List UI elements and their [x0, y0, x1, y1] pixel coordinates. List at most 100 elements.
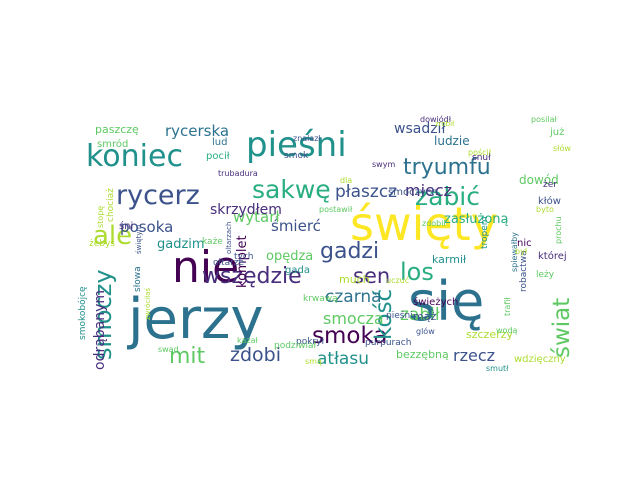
word-snul: snuł	[472, 153, 491, 163]
word-znalazl: znalazł	[293, 134, 321, 143]
word-byl: był	[515, 247, 528, 256]
word-piesni: pieśni	[246, 125, 347, 165]
word-komplet: komplet	[235, 235, 250, 288]
word-zdobil: zdobił	[422, 219, 446, 228]
word-slowa: słowa	[133, 266, 143, 292]
word-trafil: trafił	[503, 297, 512, 316]
word-gadzim: gadzim	[157, 237, 205, 252]
word-wsadzil: wsadził	[394, 121, 445, 137]
word-ale: ale	[93, 221, 132, 251]
word-ktorej: której	[538, 250, 567, 262]
word-los: los	[400, 258, 434, 286]
word-smok: smok	[284, 151, 309, 161]
word-rycerz: rycerz	[116, 180, 200, 211]
word-jerzy: jerzy	[126, 287, 264, 352]
word-zrobil: zrobił	[435, 120, 454, 128]
word-postawil: postawił	[319, 205, 353, 214]
word-wszedzie: wszędzie	[202, 264, 302, 289]
word-smutl: smutł	[486, 364, 509, 373]
word-kosc: kość	[371, 289, 397, 340]
word-spiewalby: spiewałby	[510, 232, 519, 272]
word-posoka: posoka	[120, 218, 173, 236]
word-zasluzona: zasłużoną	[444, 212, 509, 227]
word-mit: mit	[169, 344, 206, 369]
word-wdzieczny: wdzięczny	[514, 354, 566, 365]
word-plaszcz: płaszcz	[335, 182, 397, 202]
word-poscil: pościł	[468, 147, 492, 157]
word-piesni: pieśni	[386, 310, 413, 321]
word-uczuc: uczuć	[386, 275, 409, 285]
word-podziwial: podziwiał	[274, 341, 317, 351]
word-bezzebna: bezzębną	[396, 348, 449, 361]
word-sma: smą	[305, 357, 322, 366]
word-ludzie: ludzie	[434, 134, 470, 148]
word-purpurach: purpurach	[365, 338, 411, 348]
word-zwrocilas: zwróciłaś	[144, 288, 152, 320]
word-koniec: koniec	[86, 139, 183, 174]
word-dla: dla	[340, 176, 352, 185]
word-juz: już	[549, 127, 564, 138]
word-chociaz: chociaż	[106, 188, 116, 222]
word-swiat: świat	[549, 298, 575, 358]
word-sen: sen	[353, 264, 390, 288]
word-pocil: pocił	[206, 151, 230, 162]
word-lezy: leży	[536, 270, 555, 280]
word-zabil: zabił	[400, 305, 440, 325]
word-zebys: żebyś	[89, 238, 115, 249]
word-krwawa: krwawą	[303, 294, 338, 304]
word-dowod: dowód	[519, 173, 559, 187]
word-lud: lud	[212, 137, 227, 148]
word-zabic: zabić	[415, 182, 480, 211]
word-oltarzach: oltarzach	[225, 222, 233, 254]
word-swietym: świętym	[135, 224, 143, 254]
word-smoczy: smoczy	[89, 269, 117, 360]
word-wytarl: wytarł	[233, 208, 280, 226]
word-swiezych: świeżych	[413, 296, 458, 308]
word-kazal: kazał	[237, 336, 258, 345]
word-gada: gada	[285, 265, 310, 276]
word-gadzi: gadzi	[320, 239, 379, 264]
word-sni: śni	[119, 220, 133, 232]
word-tryumfu: tryumfu	[403, 155, 491, 180]
word-atlasu: atłasu	[317, 349, 369, 369]
word-trubadura: trubadura	[218, 169, 258, 178]
word-skrzydlem: skrzydłem	[210, 202, 282, 218]
word-tropem: tropem	[480, 216, 490, 249]
word-swym: swym	[372, 160, 395, 169]
word-stope: stopę	[96, 206, 105, 228]
word-odrabanym: odrąbanym	[92, 290, 108, 370]
word-smoczych: smoczych	[388, 187, 438, 198]
word-nie: nie	[172, 242, 239, 293]
word-rycerska: rycerska	[165, 122, 229, 140]
word-woda: wodą	[496, 326, 518, 335]
word-maz: mąż	[413, 310, 436, 323]
word-prochu: prochu	[554, 216, 563, 244]
word-smierc: śmierć	[271, 217, 321, 235]
word-kaze: każe	[202, 237, 223, 247]
word-karmil: karmił	[432, 253, 467, 266]
word-smoka: smoka	[312, 323, 387, 349]
word-posilal: posilał	[531, 115, 557, 124]
word-zdobi: zdobi	[230, 344, 281, 366]
word-miecz: miecz	[405, 181, 452, 200]
word-sakwe: sakwę	[252, 175, 331, 204]
word-tych: tych	[234, 252, 254, 262]
word-pokryl: pokrył	[296, 337, 324, 347]
word-smocza: smocza	[323, 309, 384, 328]
word-klow: kłów	[538, 195, 561, 207]
word-swad: swąd	[158, 345, 179, 354]
word-smrod: smród	[97, 138, 128, 150]
word-much: much	[339, 273, 370, 286]
word-byto: byto	[536, 205, 554, 214]
word-robactwa: robactwa	[519, 250, 529, 292]
word-glow: glów	[416, 326, 435, 336]
word-zer: żer	[543, 180, 557, 190]
word-sie: się	[408, 270, 484, 333]
word-paszcze: paszczę	[95, 123, 139, 136]
word-dowiodl: dowiódł	[420, 114, 452, 124]
word-slow: słów	[553, 143, 571, 153]
word-swiety: święty	[350, 197, 498, 251]
word-rzecz: rzecz	[453, 346, 495, 365]
word-oltarze: ołtarze	[213, 258, 245, 268]
